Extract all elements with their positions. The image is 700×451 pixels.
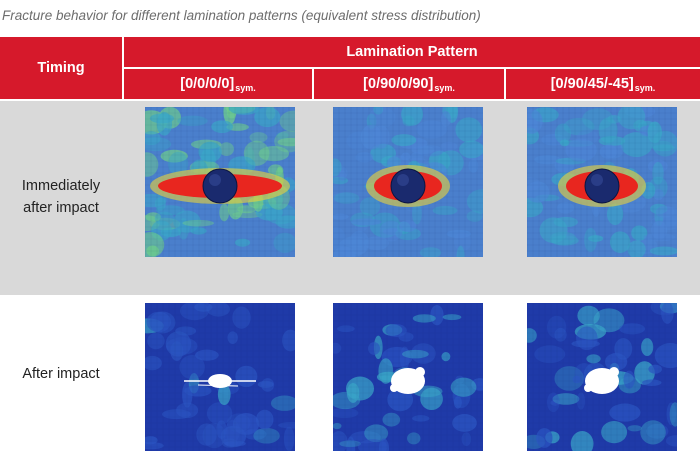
row-after-impact: After impact xyxy=(0,297,700,451)
pattern-3-label: [0/90/45/-45] xyxy=(550,76,634,92)
pattern-header-2: [0/90/0/90] sym. xyxy=(314,69,504,99)
row-2-label-line1: After impact xyxy=(22,366,100,382)
impactor-sphere xyxy=(390,168,426,204)
stress-image-after-pattern-2 xyxy=(333,303,483,451)
stress-field xyxy=(333,303,483,451)
pattern-1-label: [0/0/0/0] xyxy=(180,76,235,92)
figure-caption: Fracture behavior for different laminati… xyxy=(2,8,481,23)
stress-image-immediate-pattern-2 xyxy=(333,107,483,257)
row-1-label-line2: after impact xyxy=(23,200,99,216)
stress-field xyxy=(333,107,483,257)
impactor-sphere xyxy=(202,168,238,204)
results-table: Timing Lamination Pattern [0/0/0/0] sym. … xyxy=(0,37,700,451)
stress-field xyxy=(527,303,677,451)
stress-image-immediate-pattern-3 xyxy=(527,107,677,257)
pattern-header-3: [0/90/45/-45] sym. xyxy=(506,69,700,99)
stress-image-after-pattern-3 xyxy=(527,303,677,451)
pattern-3-subscript: sym. xyxy=(634,83,656,93)
row-1-label-line1: Immediately xyxy=(21,178,101,194)
pattern-header-1: [0/0/0/0] sym. xyxy=(124,69,312,99)
pattern-1-subscript: sym. xyxy=(235,83,256,93)
pattern-2-label: [0/90/0/90] xyxy=(363,76,434,92)
stress-image-after-pattern-1 xyxy=(145,303,295,451)
timing-header: Timing xyxy=(0,37,122,99)
stress-image-immediate-pattern-1 xyxy=(145,107,295,257)
row-2-label: After impact xyxy=(0,363,122,385)
impactor-sphere xyxy=(584,168,620,204)
row-immediately-after-impact: Immediately after impact xyxy=(0,101,700,295)
stress-field xyxy=(527,107,677,257)
row-1-label: Immediately after impact xyxy=(0,175,122,219)
pattern-2-subscript: sym. xyxy=(434,83,455,93)
stress-field xyxy=(145,303,295,451)
lamination-pattern-header: Lamination Pattern xyxy=(124,37,700,67)
stress-field xyxy=(145,107,295,257)
